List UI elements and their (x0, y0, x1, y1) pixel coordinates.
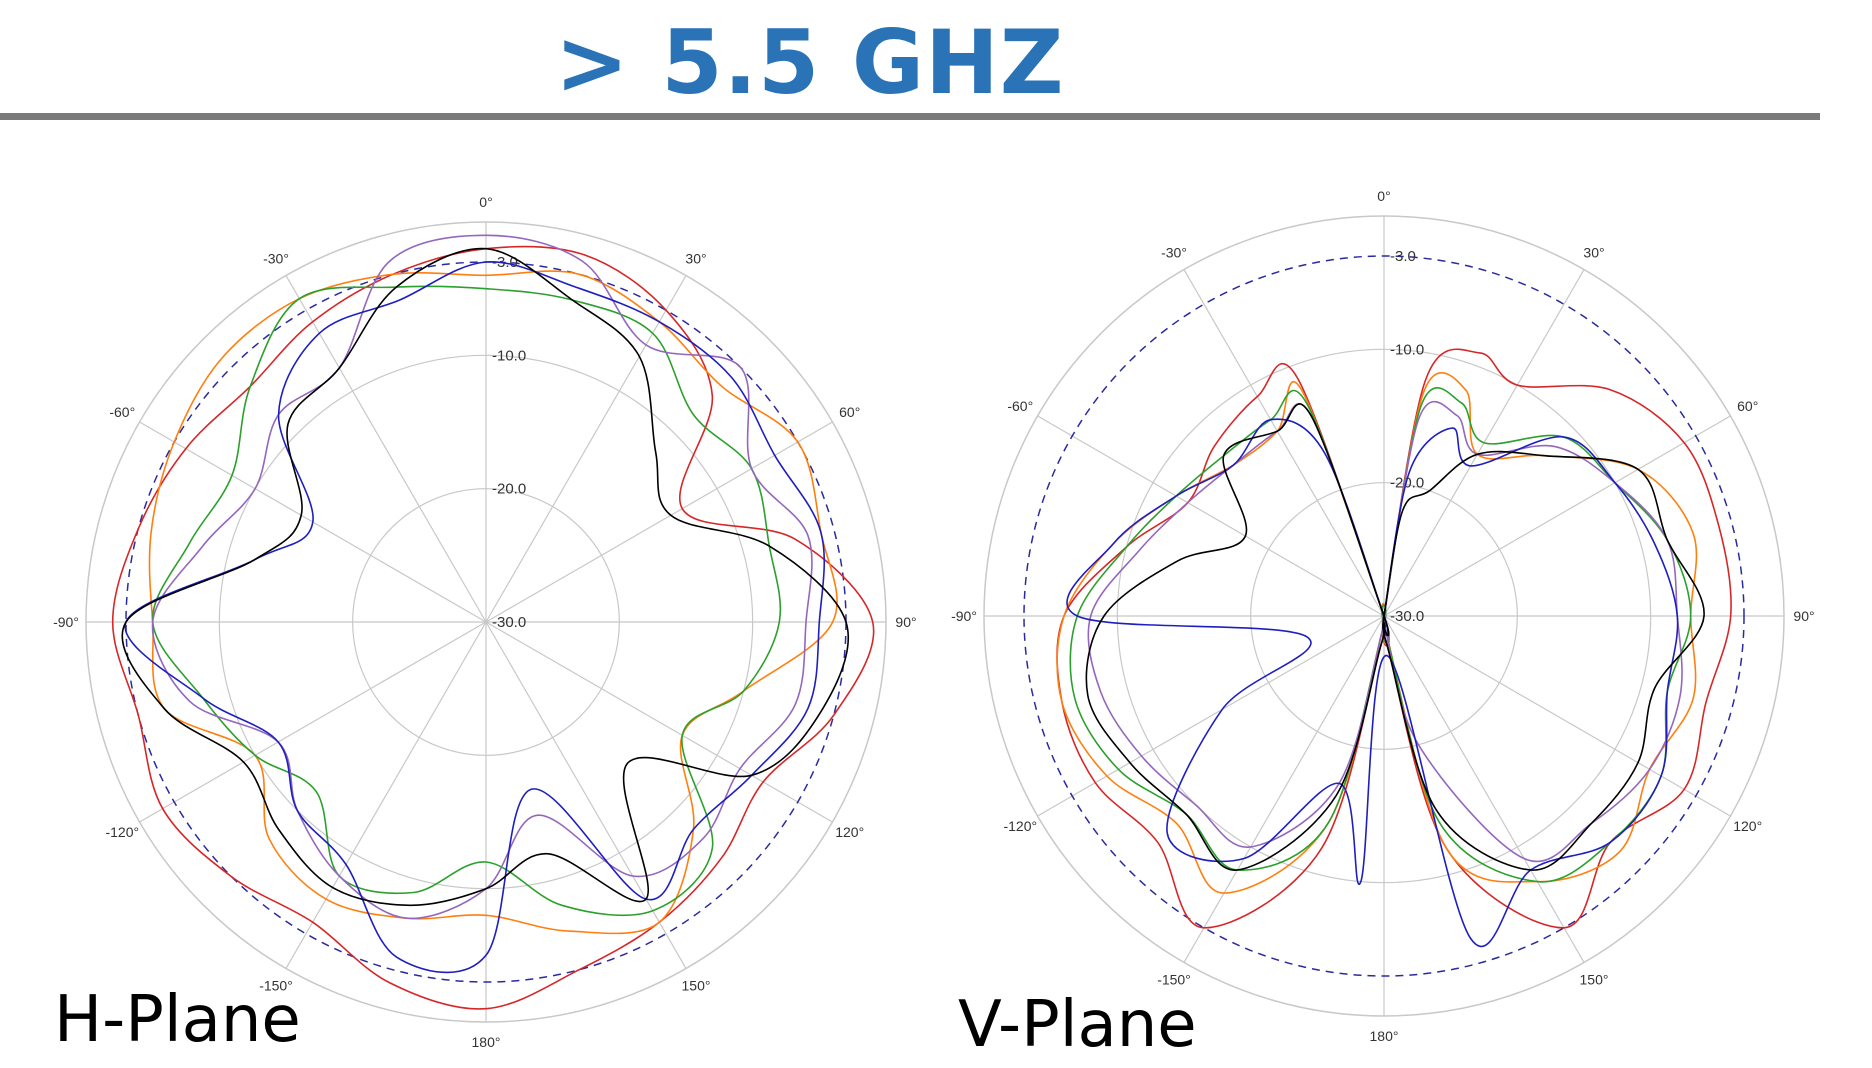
v-plane-spoke-7 (1183, 615, 1385, 963)
v-plane-angle-label-10: -60° (1007, 398, 1033, 414)
h-plane-angle-label-9: -90° (53, 614, 79, 630)
h-plane-series-4 (124, 261, 826, 974)
v-plane-series-2 (1069, 386, 1692, 883)
v-plane-series-4 (1066, 418, 1679, 948)
h-plane-angle-label-2: 60° (839, 404, 860, 420)
h-plane-series-5 (121, 247, 849, 907)
h-plane-series-3 (151, 234, 813, 920)
h-plane-spoke-5 (485, 621, 687, 969)
v-plane-spoke-4 (1383, 615, 1731, 817)
v-plane-ring-label-2: -20.0 (1390, 475, 1424, 492)
v-plane-ring-label-0: -3.0 (1390, 248, 1416, 265)
v-plane-angle-label-5: 150° (1580, 972, 1609, 988)
h-plane-label: H-Plane (54, 983, 301, 1057)
v-plane-ring-label-3: -30.0 (1390, 608, 1424, 625)
v-plane-reference-circle (1023, 255, 1745, 977)
v-plane-angle-label-1: 30° (1583, 244, 1604, 260)
h-plane-angle-label-6: 180° (472, 1034, 501, 1050)
v-plane-angle-label-2: 60° (1737, 398, 1758, 414)
h-plane-angle-label-5: 150° (682, 978, 711, 994)
h-plane-spoke-1 (485, 275, 687, 623)
title-divider (0, 113, 1820, 120)
v-plane-angle-label-0: 0° (1377, 188, 1390, 204)
h-plane-ring-label-1: -10.0 (492, 347, 526, 364)
h-plane-angle-label-0: 0° (479, 194, 492, 210)
v-plane-angle-label-8: -120° (1003, 818, 1037, 834)
h-plane-angle-label-3: 90° (895, 614, 916, 630)
h-plane-angle-label-8: -120° (105, 824, 139, 840)
v-plane-angle-label-7: -150° (1157, 972, 1191, 988)
h-plane-ring-label-2: -20.0 (492, 481, 526, 498)
v-plane-series-5 (1085, 403, 1705, 871)
v-plane-angle-label-3: 90° (1793, 608, 1814, 624)
h-plane-spoke-7 (285, 621, 487, 969)
v-plane-angle-label-6: 180° (1370, 1028, 1399, 1044)
v-plane-angle-label-9: -90° (951, 608, 977, 624)
h-plane-series-1 (148, 270, 838, 935)
page-title: > 5.5 GHZ (555, 11, 1065, 114)
v-plane-angle-label-4: 120° (1733, 818, 1762, 834)
h-plane-angle-label-11: -30° (263, 250, 289, 266)
h-plane-spoke-11 (285, 275, 487, 623)
v-plane-spoke-5 (1383, 615, 1585, 963)
v-plane-angle-label-11: -30° (1161, 244, 1187, 260)
h-plane-spoke-8 (139, 621, 487, 823)
h-plane-angle-label-7: -150° (259, 978, 293, 994)
v-plane-series-0 (1056, 348, 1732, 929)
h-plane-angle-label-1: 30° (685, 250, 706, 266)
h-plane-polar-chart: 0° 30° 60° 90° 120° 150° 180° -150° -120° -90° -60… (53, 192, 917, 1052)
v-plane-polar-svg: 0° 30° 60° 90° 120° 150° 180° -150° -120° -90° -60… (951, 188, 1815, 1044)
v-plane-spoke-10 (1037, 415, 1385, 617)
h-plane-spoke-2 (485, 421, 833, 623)
h-plane-polar-svg: 0° 30° 60° 90° 120° 150° 180° -150° -120° -90° -60… (53, 194, 917, 1050)
v-plane-spoke-11 (1183, 269, 1385, 617)
v-plane-polar-chart: 0° 30° 60° 90° 120° 150° 180° -150° -120° -90° -60… (951, 186, 1815, 1046)
h-plane-series-2 (151, 285, 782, 917)
h-plane-ring-label-3: -30.0 (492, 614, 526, 631)
h-plane-series-0 (111, 245, 875, 1010)
h-plane-spoke-4 (485, 621, 833, 823)
h-plane-angle-label-10: -60° (109, 404, 135, 420)
v-plane-ring-label-1: -10.0 (1390, 341, 1424, 358)
v-plane-label: V-Plane (958, 988, 1197, 1062)
v-plane-spoke-2 (1383, 415, 1731, 617)
h-plane-angle-label-4: 120° (835, 824, 864, 840)
